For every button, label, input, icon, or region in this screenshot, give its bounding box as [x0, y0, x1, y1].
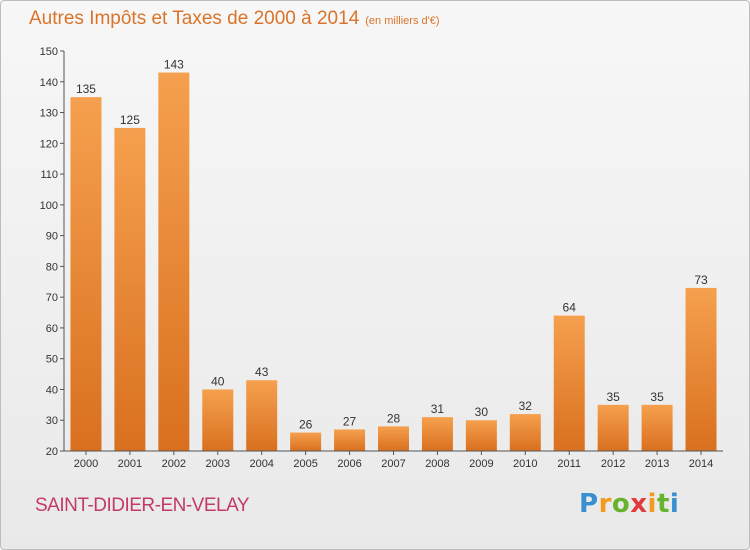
- x-tick-label: 2014: [689, 458, 713, 470]
- y-tick-label: 100: [40, 200, 58, 212]
- x-tick-label: 2005: [293, 458, 317, 470]
- bar-value-label: 125: [120, 113, 140, 127]
- bar-value-label: 32: [519, 399, 533, 413]
- y-tick-label: 70: [46, 292, 58, 304]
- bar: [641, 404, 673, 451]
- bar-value-label: 30: [475, 405, 489, 419]
- bar-value-label: 27: [343, 414, 357, 428]
- y-tick-label: 40: [46, 384, 58, 396]
- logo-letter: x: [630, 489, 648, 519]
- bar-value-label: 35: [650, 390, 664, 404]
- bar-value-label: 35: [606, 390, 620, 404]
- x-tick-label: 2001: [118, 458, 142, 470]
- y-tick-label: 120: [40, 138, 58, 150]
- logo-letter: o: [611, 489, 631, 519]
- y-tick-label: 130: [40, 108, 58, 120]
- x-tick-label: 2004: [249, 458, 273, 470]
- logo-letter: t: [656, 489, 670, 519]
- x-tick-label: 2011: [557, 458, 581, 470]
- y-tick-label: 140: [40, 77, 58, 89]
- x-tick-label: 2010: [513, 458, 537, 470]
- bar-value-label: 73: [694, 273, 708, 287]
- y-tick-label: 60: [46, 323, 58, 335]
- bar: [553, 315, 585, 451]
- y-tick-label: 20: [46, 446, 58, 458]
- bar: [334, 429, 366, 451]
- x-tick-label: 2007: [381, 458, 405, 470]
- bar-value-label: 64: [563, 301, 577, 315]
- bar: [246, 380, 278, 451]
- bar: [290, 432, 322, 451]
- y-tick-label: 150: [40, 46, 58, 58]
- x-tick-label: 2013: [645, 458, 669, 470]
- logo-letter: i: [669, 489, 680, 519]
- logo-letter: P: [579, 489, 599, 519]
- bar: [685, 287, 717, 451]
- bar-value-label: 31: [431, 402, 445, 416]
- bars: 135 125 143 40 43 26 27 28 31 30 32 64 35 35 73: [70, 58, 717, 452]
- chart-title: Autres Impôts et Taxes de 2000 à 2014 (en…: [29, 8, 440, 30]
- bar: [114, 127, 146, 451]
- bar: [509, 414, 541, 451]
- x-tick-label: 2009: [469, 458, 493, 470]
- bar: [202, 389, 234, 451]
- bar-value-label: 135: [76, 82, 96, 96]
- bar-value-label: 143: [164, 58, 184, 72]
- logo-letter: r: [598, 489, 612, 519]
- bar-value-label: 40: [211, 374, 225, 388]
- x-tick-label: 2008: [425, 458, 449, 470]
- bar-value-label: 26: [299, 418, 313, 432]
- bar: [597, 404, 629, 451]
- x-tick-label: 2012: [601, 458, 625, 470]
- bar: [70, 97, 102, 452]
- y-tick-label: 30: [46, 415, 58, 427]
- proxiti-logo: Proxiti: [579, 489, 679, 519]
- y-tick-label: 50: [46, 354, 58, 366]
- x-axis: 2000 2001 2002 2003 2004 2005 2006 2007 2008 2009…: [64, 450, 723, 470]
- bar-value-label: 28: [387, 411, 401, 425]
- chart-subtitle: (en milliers d'€): [365, 15, 440, 27]
- y-tick-label: 80: [46, 261, 58, 273]
- bar: [421, 417, 453, 451]
- bar: [465, 420, 497, 451]
- bar: [378, 426, 409, 451]
- x-tick-label: 2000: [74, 458, 98, 470]
- bar-value-label: 43: [255, 365, 269, 379]
- x-tick-label: 2002: [162, 458, 186, 470]
- x-tick-label: 2003: [206, 458, 230, 470]
- logo-letter: i: [647, 489, 657, 519]
- bar: [158, 72, 190, 452]
- y-tick-label: 110: [40, 169, 58, 181]
- y-axis: 20 30 40 50 60 70 80 90 100 110 120 130 140 150: [40, 46, 65, 458]
- chart-title-text: Autres Impôts et Taxes de 2000 à 2014: [29, 8, 360, 29]
- y-tick-label: 90: [46, 231, 58, 243]
- commune-name: SAINT-DIDIER-EN-VELAY: [35, 495, 250, 516]
- x-tick-label: 2006: [337, 458, 361, 470]
